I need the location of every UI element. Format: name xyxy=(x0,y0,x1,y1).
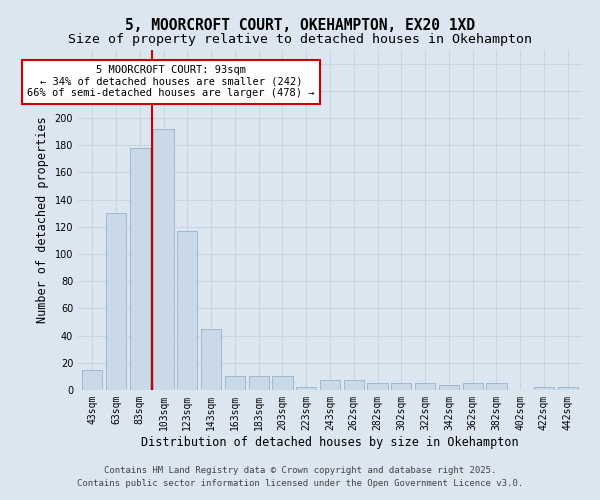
Bar xyxy=(391,383,412,390)
Bar xyxy=(272,376,293,390)
Text: Contains HM Land Registry data © Crown copyright and database right 2025.
Contai: Contains HM Land Registry data © Crown c… xyxy=(77,466,523,487)
Text: Size of property relative to detached houses in Okehampton: Size of property relative to detached ho… xyxy=(68,32,532,46)
Bar xyxy=(154,129,173,390)
Bar xyxy=(106,213,126,390)
Bar xyxy=(177,231,197,390)
Text: 5 MOORCROFT COURT: 93sqm
← 34% of detached houses are smaller (242)
66% of semi-: 5 MOORCROFT COURT: 93sqm ← 34% of detach… xyxy=(28,66,315,98)
Bar xyxy=(367,383,388,390)
Bar xyxy=(487,383,506,390)
Bar xyxy=(534,388,554,390)
Bar xyxy=(130,148,150,390)
Bar xyxy=(201,329,221,390)
Y-axis label: Number of detached properties: Number of detached properties xyxy=(36,116,49,324)
Bar xyxy=(415,383,435,390)
Bar xyxy=(296,388,316,390)
Bar xyxy=(557,388,578,390)
Bar xyxy=(463,383,483,390)
Bar xyxy=(248,376,269,390)
Bar xyxy=(82,370,103,390)
Text: 5, MOORCROFT COURT, OKEHAMPTON, EX20 1XD: 5, MOORCROFT COURT, OKEHAMPTON, EX20 1XD xyxy=(125,18,475,32)
Bar xyxy=(225,376,245,390)
Bar xyxy=(320,380,340,390)
Bar xyxy=(439,384,459,390)
Bar xyxy=(344,380,364,390)
X-axis label: Distribution of detached houses by size in Okehampton: Distribution of detached houses by size … xyxy=(141,436,519,448)
